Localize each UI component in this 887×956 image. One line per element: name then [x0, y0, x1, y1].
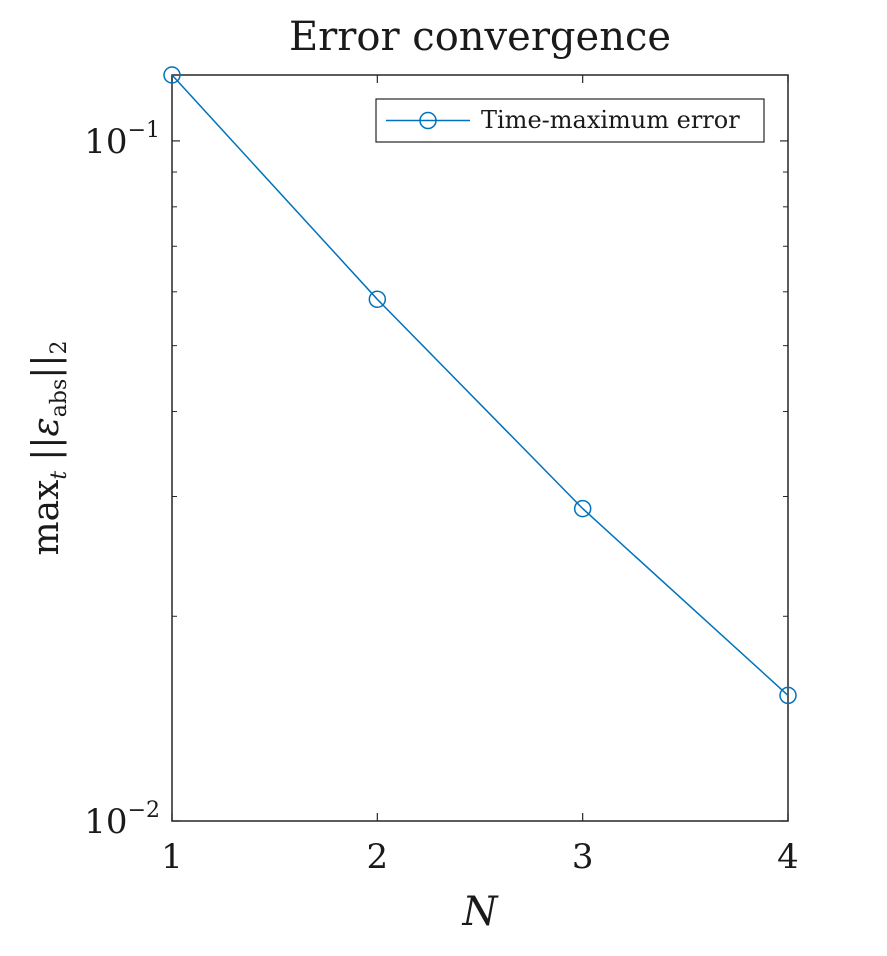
- legend: Time-maximum error: [375, 98, 765, 143]
- y-tick-labels: 10−1 10−2: [84, 118, 160, 842]
- svg-text:maxt||εabs||2: maxt||εabs||2: [26, 340, 72, 555]
- x-axis-label: N: [462, 889, 500, 935]
- data-point: [573, 499, 592, 518]
- data-point: [779, 686, 797, 705]
- axis-ticks: [171, 75, 789, 822]
- y-axis-label: maxt||εabs||2: [26, 340, 72, 555]
- x-tick-label: 2: [367, 837, 389, 877]
- y-label-subscript: t: [47, 471, 72, 480]
- data-point: [163, 66, 181, 84]
- legend-entry-label: Time-maximum error: [481, 106, 740, 134]
- y-label-prefix: max: [26, 480, 67, 556]
- series-line: [171, 74, 789, 696]
- y-label-norm-close: ||: [26, 354, 67, 378]
- x-tick-labels: 1 2 3 4: [161, 837, 799, 877]
- chart-title: Error convergence: [289, 14, 671, 60]
- x-tick-label: 3: [572, 837, 594, 877]
- series-layer: [163, 66, 797, 705]
- x-tick-label: 4: [777, 837, 799, 877]
- y-tick-label: 10−1: [84, 118, 160, 162]
- y-label-norm-subscript: 2: [47, 340, 72, 354]
- x-tick-label: 1: [161, 837, 183, 877]
- y-tick-label: 10−2: [84, 798, 160, 842]
- plot-area: [171, 74, 789, 822]
- y-label-norm-open: ||: [26, 437, 67, 461]
- y-label-symbol: ε: [26, 417, 67, 436]
- y-label-symbol-subscript: abs: [47, 379, 72, 418]
- data-point: [368, 290, 387, 309]
- legend-marker-circle: [419, 111, 437, 130]
